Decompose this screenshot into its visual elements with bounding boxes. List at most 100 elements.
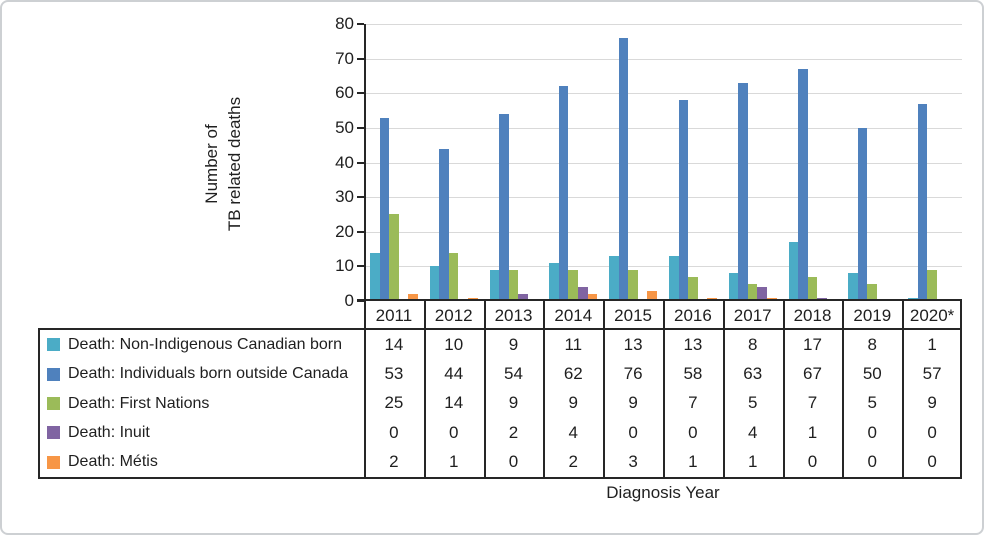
- table-cell-death-non-indigenous-canadian-born-2019: 8: [867, 334, 878, 354]
- table-cell-death-inuit-2017: 4: [747, 422, 758, 442]
- bar-death-individuals-born-outside-canada-2011: [379, 117, 390, 301]
- table-cell-death-first-nations-2020: 9: [927, 393, 937, 413]
- table-cell-death-non-indigenous-canadian-born-2017: 8: [747, 334, 758, 354]
- y-tick-label-40: 40: [335, 152, 354, 172]
- table-cell-death-m-tis-2016: 1: [688, 452, 698, 472]
- legend-item-death-inuit: Death: Inuit: [40, 418, 362, 447]
- gridline-20: [364, 231, 962, 233]
- gridline-50: [364, 127, 962, 129]
- table-column-border: [842, 301, 845, 479]
- y-tick-mark-30: [357, 196, 364, 199]
- table-cell-death-individuals-born-outside-canada-2015: 76: [623, 364, 643, 384]
- table-cell-death-non-indigenous-canadian-born-2013: 9: [508, 334, 519, 354]
- bar-death-non-indigenous-canadian-born-2016: [668, 256, 679, 301]
- x-axis-line: [357, 299, 962, 301]
- y-tick-label-0: 0: [344, 291, 354, 310]
- bar-group-2011: [364, 24, 424, 301]
- y-axis-title: Number of TB related deaths: [200, 14, 246, 314]
- table-cell-death-m-tis-2013: 0: [508, 452, 519, 472]
- table-cell-death-first-nations-2011: 25: [384, 393, 404, 413]
- table-column-border: [423, 301, 426, 479]
- year-header-2020: 2020*: [909, 305, 955, 325]
- year-header-2016: 2016: [673, 305, 712, 325]
- bar-death-individuals-born-outside-canada-2016: [678, 100, 689, 301]
- legend-swatch-icon: [47, 397, 60, 411]
- table-cell-death-individuals-born-outside-canada-2012: 44: [444, 364, 464, 384]
- bar-death-individuals-born-outside-canada-2020: [917, 103, 928, 301]
- y-tick-label-10: 10: [335, 256, 354, 276]
- table-column-border: [603, 301, 606, 479]
- bar-death-non-indigenous-canadian-born-2011: [369, 252, 380, 301]
- gridline-80: [364, 24, 962, 25]
- bar-death-first-nations-2018: [807, 276, 818, 301]
- bar-death-first-nations-2014: [568, 269, 579, 301]
- table-cell-death-m-tis-2019: 0: [867, 452, 878, 472]
- table-cell-death-inuit-2014: 4: [568, 422, 579, 442]
- bar-death-first-nations-2016: [688, 276, 698, 301]
- legend-label: Death: Individuals born outside Canada: [68, 365, 349, 383]
- table-cell-death-non-indigenous-canadian-born-2016: 13: [683, 334, 703, 354]
- y-tick-mark-0: [357, 300, 364, 302]
- y-tick-mark-10: [357, 265, 364, 268]
- table-cell-death-inuit-2019: 0: [867, 422, 878, 442]
- table-cell-death-non-indigenous-canadian-born-2014: 11: [564, 334, 583, 354]
- y-tick-label-80: 80: [335, 14, 354, 33]
- y-tick-mark-60: [357, 92, 364, 95]
- y-tick-label-60: 60: [335, 83, 354, 103]
- table-cell-death-individuals-born-outside-canada-2018: 67: [803, 364, 822, 384]
- bar-death-non-indigenous-canadian-born-2017: [728, 273, 739, 301]
- bar-death-individuals-born-outside-canada-2015: [618, 37, 629, 301]
- bar-death-individuals-born-outside-canada-2012: [439, 148, 449, 301]
- bar-death-first-nations-2011: [389, 214, 399, 301]
- gridline-30: [364, 197, 962, 199]
- legend-swatch-icon: [47, 455, 60, 469]
- table-cell-death-individuals-born-outside-canada-2014: 62: [563, 364, 583, 384]
- bar-death-non-indigenous-canadian-born-2015: [609, 256, 619, 301]
- bar-death-first-nations-2012: [448, 252, 459, 301]
- table-column-border: [960, 301, 962, 479]
- table-cell-death-inuit-2018: 1: [807, 422, 818, 442]
- gridline-60: [364, 93, 962, 95]
- year-header-2012: 2012: [434, 305, 473, 325]
- legend-label: Death: Inuit: [68, 423, 150, 441]
- y-tick-mark-70: [357, 57, 364, 60]
- bar-death-m-tis-2015: [647, 290, 658, 301]
- table-cell-death-individuals-born-outside-canada-2016: 58: [683, 364, 703, 384]
- y-tick-label-30: 30: [335, 187, 354, 207]
- table-cell-death-inuit-2013: 2: [508, 422, 519, 442]
- table-cell-death-first-nations-2013: 9: [508, 393, 519, 413]
- table-column-border: [902, 301, 905, 479]
- table-cell-death-first-nations-2012: 14: [444, 393, 464, 413]
- bar-death-first-nations-2013: [508, 269, 519, 301]
- bar-death-individuals-born-outside-canada-2018: [798, 69, 808, 301]
- table-cell-death-first-nations-2019: 5: [867, 393, 878, 413]
- table-cell-death-individuals-born-outside-canada-2020: 57: [922, 364, 942, 384]
- table-cell-death-inuit-2020: 0: [927, 422, 937, 442]
- legend-item-death-m-tis: Death: Métis: [40, 448, 362, 477]
- table-column-border: [543, 301, 546, 479]
- bar-death-individuals-born-outside-canada-2013: [499, 114, 509, 301]
- gridline-40: [364, 162, 962, 164]
- table-column-border: [782, 301, 785, 479]
- bar-group-2017: [723, 24, 783, 301]
- bar-group-2013: [484, 24, 544, 301]
- year-header-2011: 2011: [375, 305, 413, 325]
- legend-item-death-individuals-born-outside-canada: Death: Individuals born outside Canada: [40, 359, 362, 388]
- table-cell-death-m-tis-2020: 0: [927, 452, 937, 472]
- bar-death-first-nations-2020: [927, 269, 937, 301]
- year-header-2017: 2017: [733, 305, 772, 325]
- bar-death-inuit-2013: [518, 294, 528, 301]
- bar-group-2018: [783, 24, 843, 301]
- table-cell-death-m-tis-2012: 1: [448, 452, 459, 472]
- table-cell-death-m-tis-2017: 1: [747, 452, 758, 472]
- table-cell-death-individuals-born-outside-canada-2017: 63: [743, 364, 763, 384]
- table-cell-death-m-tis-2011: 2: [389, 452, 399, 472]
- table-cell-death-non-indigenous-canadian-born-2011: 14: [384, 334, 404, 354]
- table-cell-death-first-nations-2014: 9: [568, 393, 579, 413]
- table-cell-death-inuit-2011: 0: [389, 422, 399, 442]
- bar-group-2014: [543, 24, 603, 301]
- y-tick-label-70: 70: [335, 48, 354, 68]
- table-column-border: [364, 301, 366, 479]
- table-cell-death-individuals-born-outside-canada-2011: 53: [384, 364, 404, 384]
